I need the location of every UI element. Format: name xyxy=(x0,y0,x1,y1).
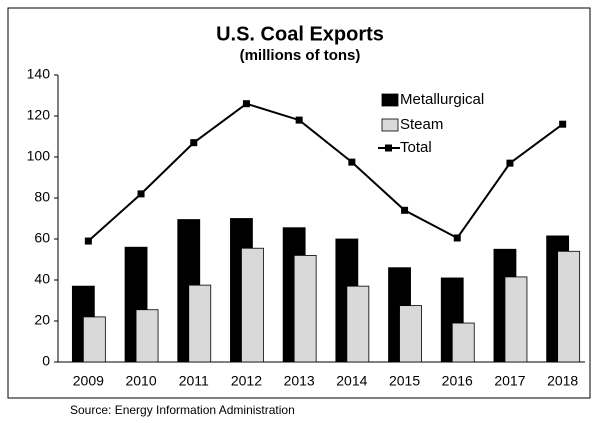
bar xyxy=(557,250,581,363)
line-marker xyxy=(84,237,92,245)
chart-subtitle: (millions of tons) xyxy=(240,47,361,64)
x-tick-label: 2011 xyxy=(179,373,209,389)
line-marker xyxy=(295,116,303,124)
x-tick-label: 2012 xyxy=(231,373,262,389)
x-tick-label: 2015 xyxy=(389,373,420,389)
y-tick-label: 140 xyxy=(27,66,51,82)
legend-swatch xyxy=(385,144,392,152)
y-tick-label: 80 xyxy=(34,189,50,205)
legend-label: Total xyxy=(400,139,432,156)
source-note: Source: Energy Information Administratio… xyxy=(70,403,295,417)
legend-label: Steam xyxy=(400,116,443,133)
line-marker xyxy=(506,159,514,167)
legend-swatch xyxy=(381,118,399,132)
y-tick-label: 120 xyxy=(27,107,51,123)
x-tick-label: 2010 xyxy=(125,373,156,389)
line-marker xyxy=(137,190,145,198)
y-tick-label: 60 xyxy=(34,230,50,246)
x-tick-label: 2016 xyxy=(442,373,473,389)
bar xyxy=(346,285,370,363)
bar xyxy=(188,284,212,363)
x-tick-label: 2014 xyxy=(336,373,367,389)
x-tick-label: 2018 xyxy=(547,373,578,389)
line-marker xyxy=(242,100,250,108)
y-tick-label: 0 xyxy=(42,353,50,369)
line-marker xyxy=(453,234,461,242)
bar xyxy=(293,254,317,363)
line-marker xyxy=(190,139,198,147)
bar xyxy=(399,305,422,363)
line-marker xyxy=(348,158,356,166)
line-marker xyxy=(559,120,567,128)
bar xyxy=(241,247,264,363)
y-tick-label: 20 xyxy=(34,312,50,328)
legend-label: Metallurgical xyxy=(400,91,484,108)
legend-swatch xyxy=(381,93,399,107)
bar xyxy=(451,322,475,363)
x-tick-label: 2013 xyxy=(284,373,315,389)
chart-title: U.S. Coal Exports xyxy=(216,23,384,45)
x-tick-label: 2017 xyxy=(494,373,525,389)
bar xyxy=(504,276,528,363)
y-tick-label: 40 xyxy=(34,271,50,287)
x-tick-label: 2009 xyxy=(73,373,104,389)
y-tick-label: 100 xyxy=(27,148,51,164)
line-marker xyxy=(401,206,409,214)
bar xyxy=(135,309,159,363)
bar xyxy=(82,316,106,363)
total-line xyxy=(87,102,564,242)
